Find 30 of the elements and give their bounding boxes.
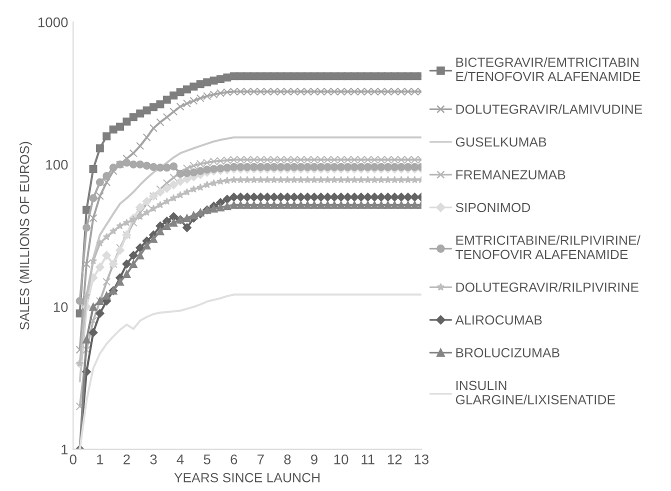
- x-tick-label: 10: [334, 454, 348, 464]
- y-axis-title: SALES (MILLIONS OF EUROS): [20, 142, 32, 330]
- legend-label: GUSELKUMAB: [456, 137, 546, 147]
- x-tick-label: 6: [230, 454, 238, 464]
- x-tick-label: 12: [388, 454, 402, 464]
- x-tick-label: 0: [70, 454, 76, 464]
- legend-label: ALIROCUMAB: [455, 315, 542, 325]
- y-tick-label: 10: [54, 302, 68, 312]
- x-tick-label: 13: [414, 454, 429, 464]
- y-tick-label: 100: [46, 160, 68, 170]
- legend-label: EMTRICITABINE/RILPIVIRINE/ TENOFOVIR ALAFENAMIDE: [456, 235, 640, 260]
- x-tick-label: 2: [124, 454, 130, 464]
- legend-label: DOLUTEGRAVIR/RILPIVIRINE: [456, 282, 638, 292]
- legend-label: FREMANEZUMAB: [456, 170, 566, 180]
- legend-label: SIPONIMOD: [456, 202, 530, 212]
- x-axis-title: YEARS SINCE LAUNCH: [174, 472, 320, 482]
- x-tick-label: 9: [311, 454, 318, 464]
- x-tick-label: 3: [150, 454, 157, 464]
- x-tick-label: 8: [284, 454, 291, 464]
- x-tick-label: 5: [204, 454, 210, 464]
- legend-label: DOLUTEGRAVIR/LAMIVUDINE: [456, 104, 642, 114]
- y-tick-label: 1000: [38, 17, 68, 28]
- legend-label: INSULIN GLARGINE/LIXISENATIDE: [456, 380, 615, 404]
- legend-label: BICTEGRAVIR/EMTRICITABIN E/TENOFOVIR ALAFENAMIDE: [456, 57, 640, 82]
- x-tick-label: 11: [362, 454, 374, 464]
- x-tick-label: 4: [176, 454, 184, 464]
- legend-label: BROLUCIZUMAB: [456, 348, 560, 358]
- y-tick-label: 1: [62, 444, 68, 454]
- x-tick-label: 7: [258, 454, 264, 464]
- x-tick-label: 1: [97, 454, 104, 464]
